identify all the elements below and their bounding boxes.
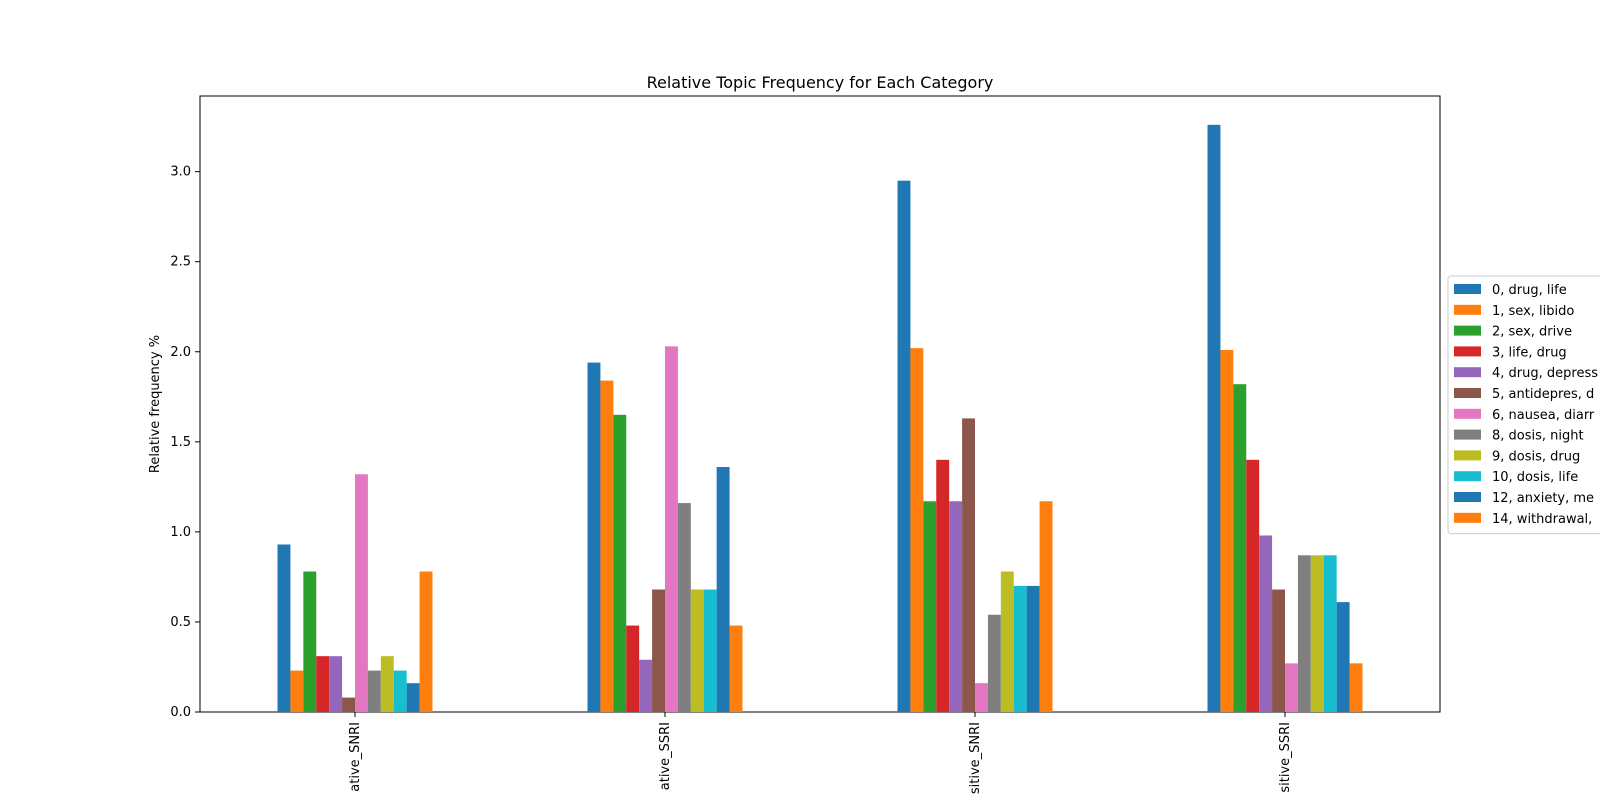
bar (1013, 585, 1027, 712)
bar (626, 625, 640, 712)
bar (355, 474, 368, 712)
legend-swatch (1454, 388, 1481, 398)
legend-label: 12, anxiety, me (1492, 491, 1594, 506)
legend-label: 14, withdrawal, (1492, 512, 1592, 527)
legend-swatch (1454, 346, 1481, 357)
bar (277, 544, 291, 712)
bar (419, 571, 433, 712)
bar (690, 589, 704, 712)
bar (639, 659, 653, 712)
bar (923, 501, 937, 712)
bar (367, 670, 381, 712)
bar (1039, 501, 1053, 712)
bar (342, 697, 355, 712)
bar (936, 459, 950, 712)
legend-label: 4, drug, depress (1492, 366, 1598, 381)
bar (613, 414, 627, 712)
legend-swatch (1454, 325, 1481, 336)
bar (975, 683, 988, 712)
bar (1297, 555, 1311, 712)
bar (677, 503, 691, 712)
x-tick-label: sitive_SSRI (1278, 722, 1293, 793)
legend-label: 10, dosis, life (1492, 470, 1578, 485)
y-tick-label: 2.0 (170, 345, 191, 360)
legend-swatch (1454, 429, 1481, 440)
y-tick-label: 1.5 (170, 435, 191, 450)
bar (1207, 124, 1221, 712)
y-tick-label: 1.0 (170, 525, 191, 540)
plot-area: 0.0 0.5 1.0 1.5 2.0 2.5 3.0 ative_SNRI ative_SS… (170, 95, 1441, 794)
bar (1310, 555, 1324, 712)
y-axis: 0.0 0.5 1.0 1.5 2.0 2.5 3.0 (170, 165, 200, 720)
bar (1246, 459, 1260, 712)
x-tick-label: sitive_SNRI (968, 722, 983, 794)
x-axis: ative_SNRI ative_SSRI sitive_SNRI sitive_SS… (348, 712, 1293, 794)
bar (949, 501, 963, 712)
legend-label: 5, antidepres, d (1492, 387, 1594, 402)
y-tick-label: 0.0 (170, 705, 191, 720)
bar (665, 346, 678, 712)
bar (1000, 571, 1014, 712)
bar (316, 656, 330, 712)
legend-label: 1, sex, libido (1492, 304, 1574, 319)
y-axis-label: Relative frequency % (148, 335, 163, 473)
plot-frame (199, 95, 1441, 713)
bars-layer (277, 124, 1363, 712)
bar (987, 614, 1001, 712)
chart-title: Relative Topic Frequency for Each Catego… (647, 73, 994, 92)
bar (290, 670, 304, 712)
bar (393, 670, 407, 712)
bar (910, 348, 924, 712)
bar (380, 656, 394, 712)
legend-label: 9, dosis, drug (1492, 449, 1580, 464)
legend-label: 6, nausea, diarr (1492, 408, 1595, 423)
legend-label: 2, sex, drive (1492, 325, 1572, 340)
legend: 0, drug, life 1, sex, libido 2, sex, drive… (1447, 275, 1600, 535)
legend-swatch (1454, 367, 1481, 378)
legend-label: 0, drug, life (1492, 283, 1567, 298)
bar (406, 683, 420, 712)
bar (703, 589, 717, 712)
bar (329, 656, 343, 712)
bar (587, 362, 601, 712)
legend-swatch (1454, 408, 1481, 419)
bar (729, 625, 743, 712)
legend-label: 3, life, drug (1492, 345, 1567, 360)
legend-swatch (1454, 512, 1481, 523)
bar (652, 589, 665, 712)
bar (962, 418, 975, 712)
bar (1285, 663, 1298, 712)
x-tick-label: ative_SSRI (658, 722, 673, 790)
bar (600, 380, 614, 712)
legend-swatch (1454, 471, 1481, 482)
bar (1233, 384, 1247, 712)
y-tick-label: 3.0 (170, 165, 191, 180)
legend-box (1447, 275, 1600, 535)
bar (1336, 602, 1350, 712)
legend-swatch (1454, 492, 1481, 502)
y-tick-label: 2.5 (170, 255, 191, 270)
x-tick-label: ative_SNRI (348, 722, 363, 792)
bar (897, 180, 911, 712)
bar (1323, 555, 1337, 712)
bar (1349, 663, 1363, 712)
bar (1272, 589, 1285, 712)
bar (1220, 349, 1234, 712)
legend-swatch (1454, 284, 1481, 294)
y-tick-label: 0.5 (170, 615, 191, 630)
legend-swatch (1454, 304, 1481, 315)
legend-label: 8, dosis, night (1492, 429, 1584, 444)
bar (303, 571, 317, 712)
legend-swatch (1454, 450, 1481, 461)
bar (1026, 585, 1040, 712)
bar (716, 467, 730, 712)
bar (1259, 535, 1273, 712)
